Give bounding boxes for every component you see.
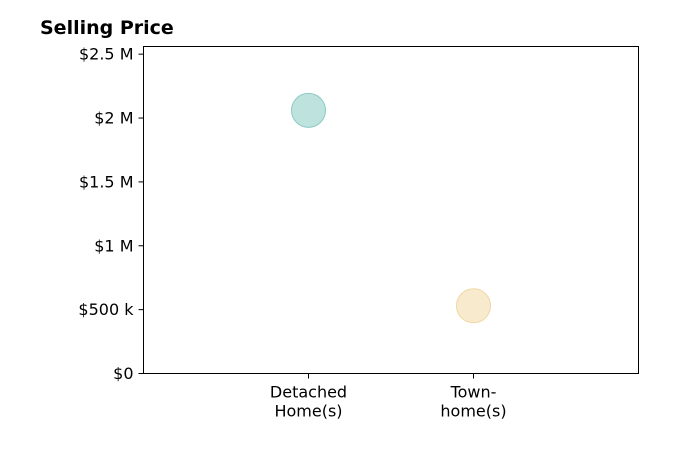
plot-frame: [143, 46, 639, 374]
y-tick-label: $2.5 M: [79, 45, 134, 64]
y-axis: $0 $500 k $1 M $1.5 M $2 M $2.5 M: [78, 45, 144, 383]
y-tick-label: $0: [113, 364, 133, 383]
x-tick-label: Town-home(s): [440, 383, 506, 421]
x-axis: Detached Home(s) Town-home(s): [270, 373, 507, 421]
data-point: [291, 92, 326, 128]
x-tick-label: Detached Home(s): [270, 383, 347, 421]
chart-title: Selling Price: [40, 17, 174, 39]
data-points: [291, 92, 491, 324]
data-point: [456, 288, 491, 324]
y-tick-label: $1 M: [94, 236, 133, 255]
y-tick-label: $2 M: [94, 109, 133, 128]
y-tick-label: $500 k: [78, 300, 134, 319]
y-tick-label: $1.5 M: [79, 172, 134, 191]
